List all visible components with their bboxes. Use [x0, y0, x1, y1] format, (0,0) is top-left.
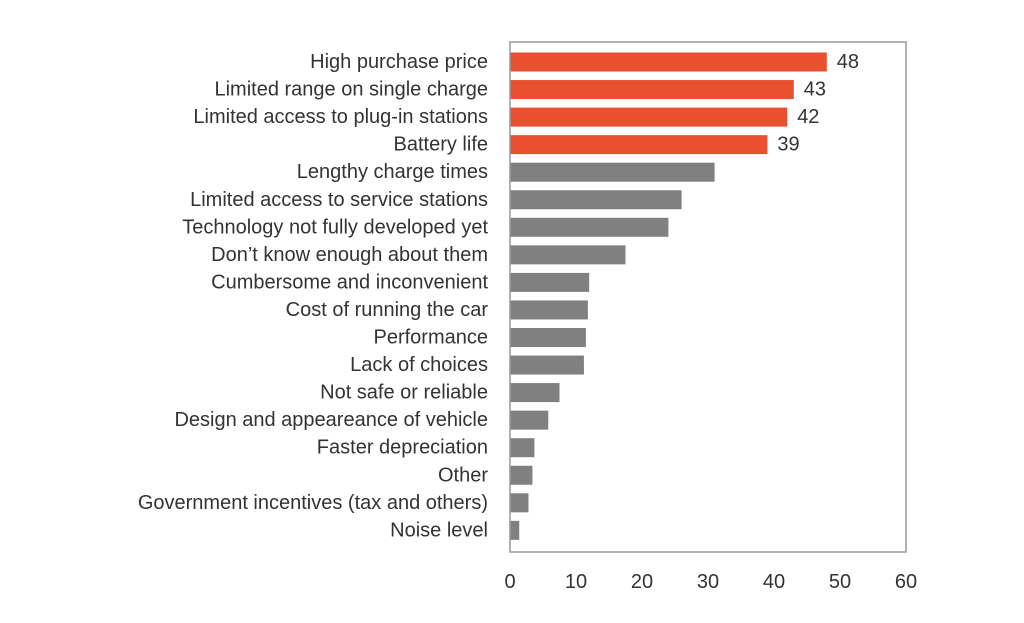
bar [510, 190, 682, 210]
category-label: Other [438, 464, 488, 486]
bar [510, 465, 533, 485]
bar [510, 162, 715, 182]
x-tick-label: 0 [504, 571, 515, 593]
category-label: Not safe or reliable [320, 382, 488, 404]
bar [510, 383, 560, 403]
category-label: Noise level [390, 519, 488, 541]
category-label: Faster depreciation [317, 437, 488, 459]
x-ticks-group: 0 10 20 30 40 50 60 [504, 571, 917, 593]
category-label: Lengthy charge times [297, 161, 488, 183]
bar [510, 438, 535, 458]
data-label: 39 [777, 134, 799, 156]
category-label: Limited access to plug-in stations [193, 106, 488, 128]
x-tick-label: 10 [565, 571, 587, 593]
bar [510, 493, 529, 513]
category-label: Limited range on single charge [214, 79, 488, 101]
category-label: Limited access to service stations [190, 189, 488, 211]
category-label: Battery life [394, 134, 488, 156]
bar [510, 300, 588, 320]
category-label: Technology not fully developed yet [182, 216, 488, 238]
category-labels-group: High purchase price Limited range on sing… [138, 51, 489, 541]
data-label: 42 [797, 106, 819, 128]
bar [510, 520, 520, 540]
x-tick-label: 50 [829, 571, 851, 593]
category-label: Cumbersome and inconvenient [211, 271, 488, 293]
data-label: 43 [804, 79, 826, 101]
category-label: High purchase price [310, 51, 488, 73]
bar [510, 217, 669, 237]
bar [510, 80, 794, 100]
x-tick-label: 40 [763, 571, 785, 593]
x-tick-label: 20 [631, 571, 653, 593]
x-tick-label: 30 [697, 571, 719, 593]
category-label: Lack of choices [350, 354, 488, 376]
category-label: Government incentives (tax and others) [138, 492, 488, 514]
bar [510, 328, 586, 347]
bar [510, 245, 626, 265]
category-label: Design and appeareance of vehicle [174, 409, 488, 431]
bar [510, 410, 549, 430]
bar [510, 52, 827, 72]
category-label: Don’t know enough about them [211, 244, 488, 266]
bar [510, 135, 768, 155]
value-labels-group: 48 43 42 39 [777, 51, 859, 156]
bars-group [510, 52, 827, 540]
bar [510, 272, 590, 292]
category-label: Cost of running the car [286, 299, 489, 321]
x-tick-label: 60 [895, 571, 917, 593]
bar [510, 107, 788, 127]
bar [510, 355, 584, 375]
data-label: 48 [837, 51, 859, 73]
plot-frame [509, 41, 907, 553]
category-label: Performance [374, 327, 489, 349]
